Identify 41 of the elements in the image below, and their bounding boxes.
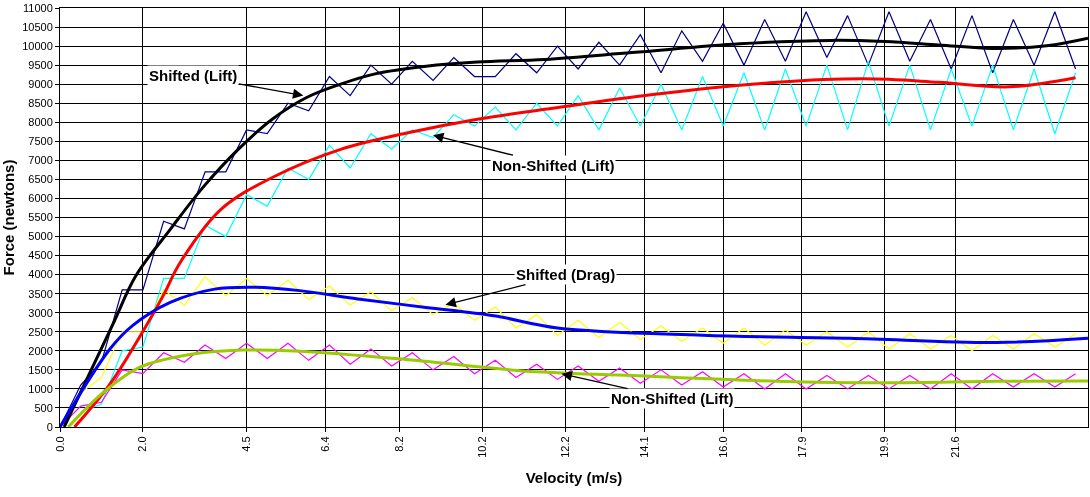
y-tick-label: 8000 — [28, 116, 53, 129]
x-tick-label: 6.4 — [318, 436, 331, 452]
x-tick-label: 17.9 — [795, 436, 808, 458]
y-tick-label: 7000 — [28, 154, 53, 167]
y-axis-title: Force (newtons) — [0, 159, 17, 276]
x-tick-label: 8.2 — [393, 436, 406, 452]
y-tick-label: 8500 — [28, 97, 53, 110]
y-tick-label: 3500 — [28, 287, 53, 300]
y-tick-label: 5000 — [28, 230, 53, 243]
x-tick-label: 4.5 — [240, 436, 253, 452]
y-tick-label: 11000 — [23, 1, 53, 14]
x-tick-label: 16.0 — [716, 436, 729, 458]
x-tick-label: 21.6 — [948, 436, 961, 458]
x-tick-label: 19.9 — [878, 436, 891, 458]
annotation: Non-Shifted (Lift) — [611, 390, 734, 407]
y-tick-label: 500 — [34, 401, 53, 414]
y-tick-label: 3000 — [28, 306, 53, 319]
x-tick-label: 12.2 — [559, 436, 572, 458]
y-tick-label: 6500 — [28, 173, 53, 186]
x-tick-label: 14.1 — [638, 436, 651, 458]
y-tick-label: 1500 — [28, 363, 53, 376]
y-tick-label: 2500 — [28, 325, 53, 338]
y-tick-label: 7500 — [28, 135, 53, 148]
annotation: Shifted (Drag) — [516, 266, 616, 283]
x-axis-title: Velocity (m/s) — [525, 468, 623, 486]
y-tick-label: 10000 — [22, 39, 53, 52]
x-tick-label: 0.0 — [53, 436, 66, 452]
y-tick-label: 5500 — [28, 211, 53, 224]
y-tick-label: 9500 — [28, 58, 53, 71]
y-tick-label: 10500 — [22, 20, 53, 33]
annotation: Shifted (Lift) — [149, 67, 238, 84]
y-tick-label: 1000 — [28, 382, 53, 395]
annotation: Non-Shifted (Lift) — [492, 157, 615, 174]
y-tick-label: 9000 — [28, 78, 53, 91]
y-tick-label: 4000 — [28, 268, 53, 281]
x-tick-label: 2.0 — [136, 436, 149, 452]
y-tick-label: 4500 — [28, 249, 53, 262]
y-tick-label: 2000 — [28, 344, 53, 357]
x-tick-label: 10.2 — [476, 436, 489, 458]
y-tick-label: 6000 — [28, 192, 53, 205]
y-tick-label: 0 — [46, 420, 53, 433]
